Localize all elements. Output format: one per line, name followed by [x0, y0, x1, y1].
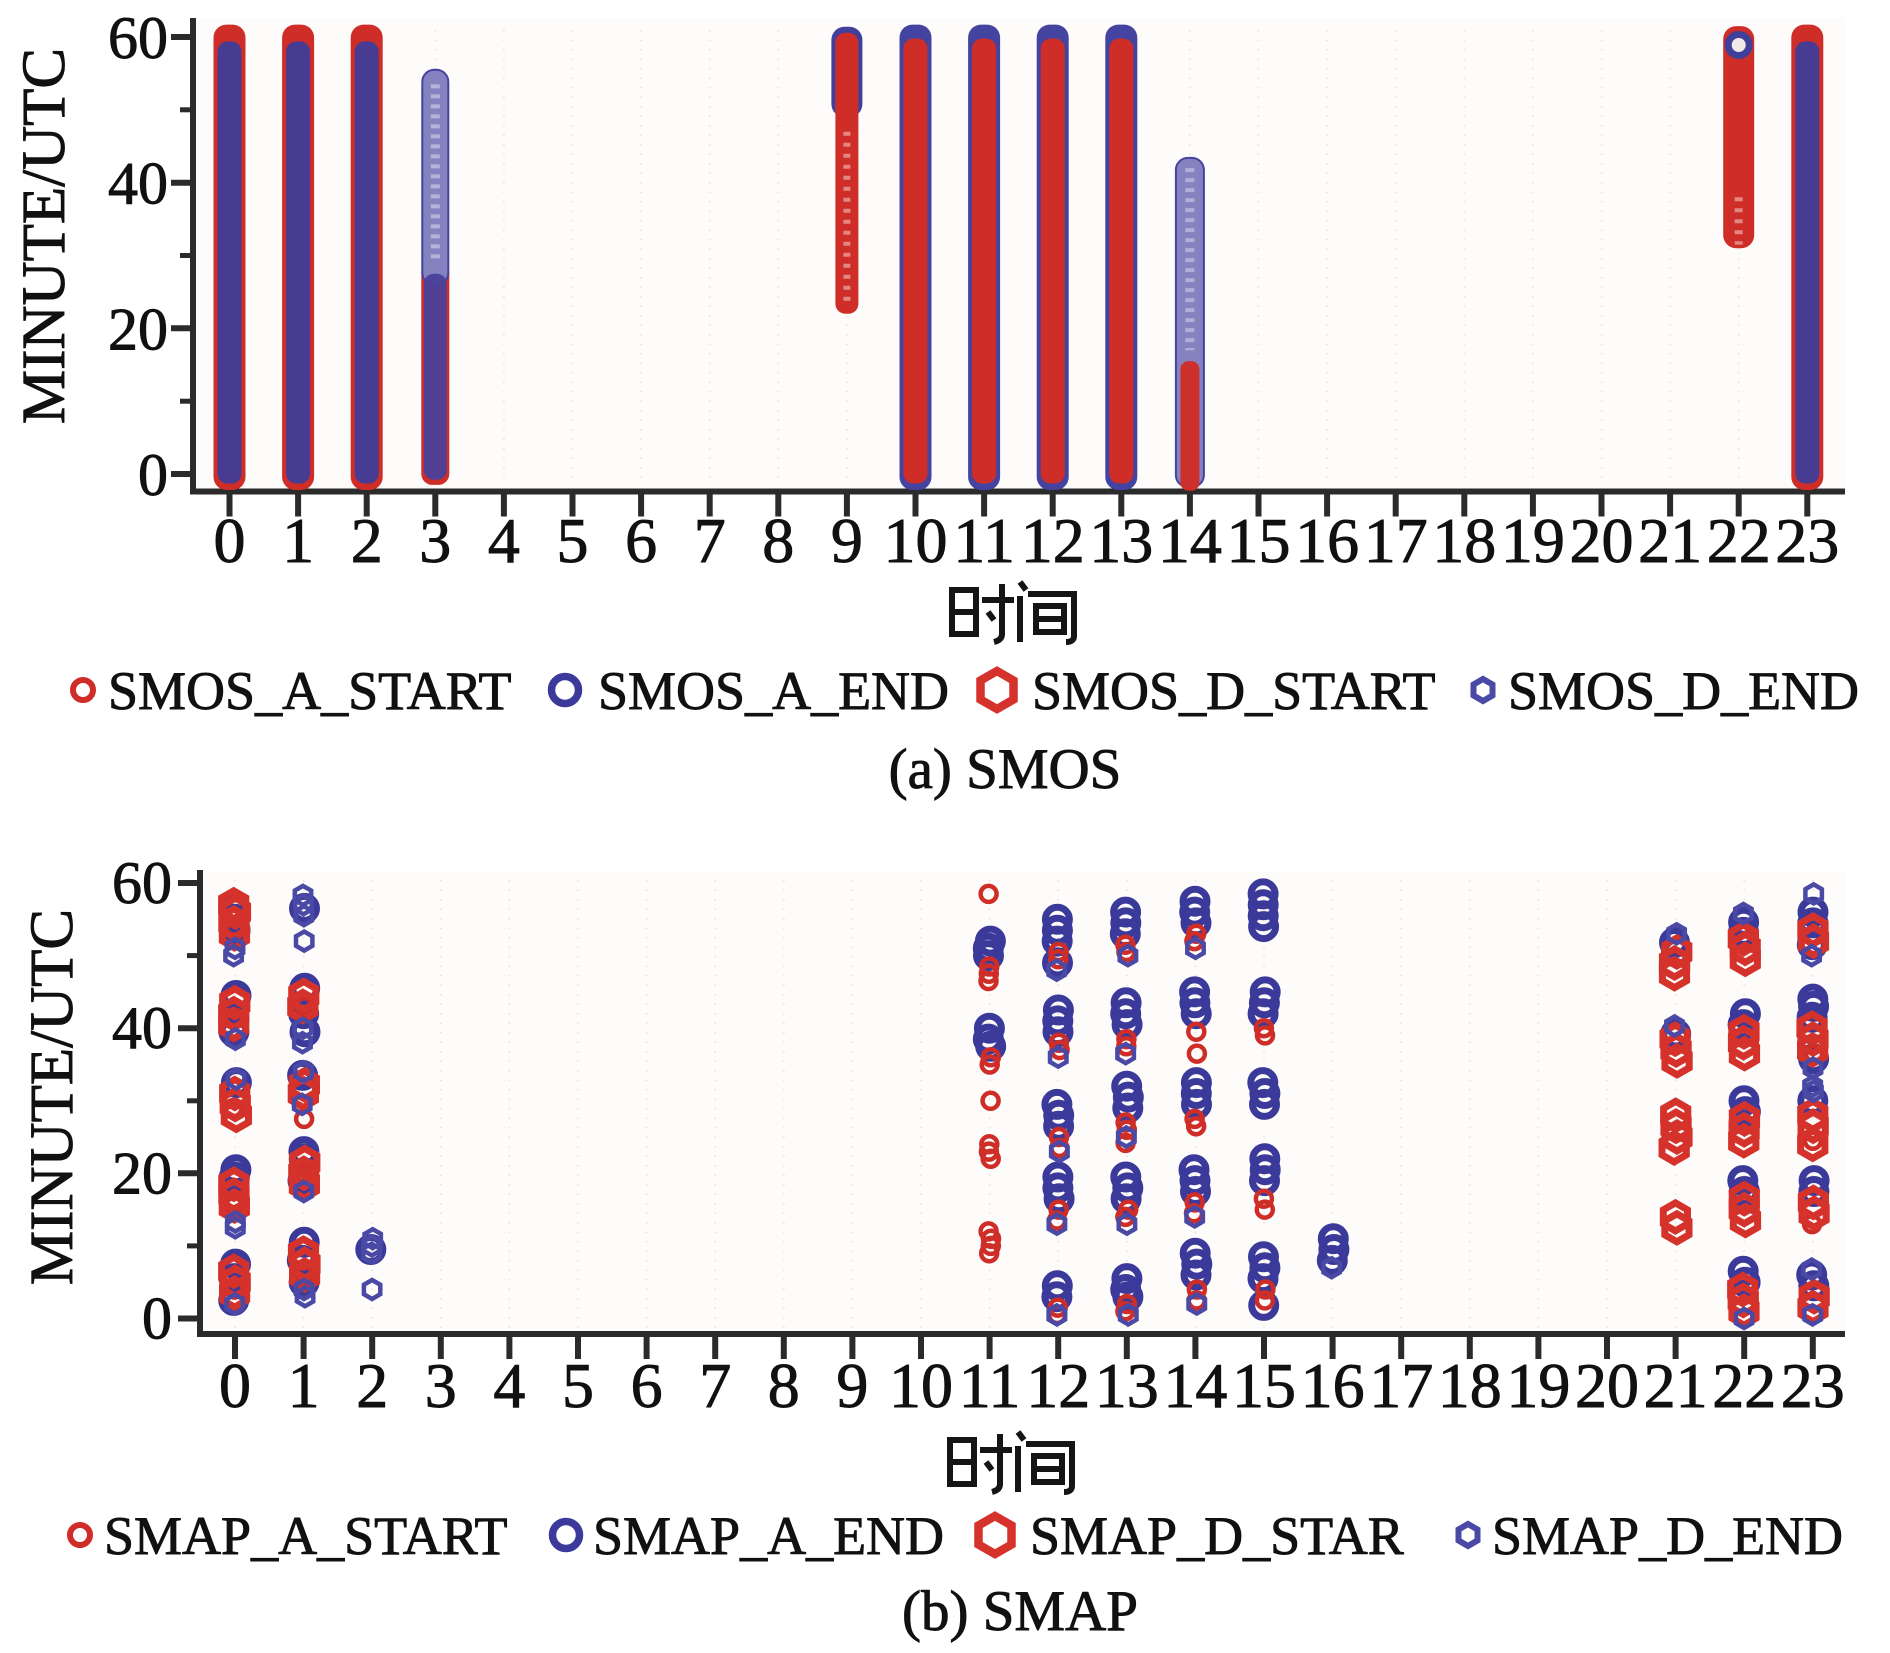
svg-text:13: 13: [1089, 505, 1153, 576]
svg-text:7: 7: [699, 1350, 731, 1421]
svg-text:7: 7: [694, 505, 726, 576]
svg-text:17: 17: [1369, 1350, 1433, 1421]
svg-text:3: 3: [425, 1350, 457, 1421]
svg-text:17: 17: [1364, 505, 1428, 576]
svg-text:(b) SMAP: (b) SMAP: [902, 1580, 1138, 1643]
svg-text:11: 11: [959, 1350, 1021, 1421]
svg-text:22: 22: [1707, 505, 1771, 576]
svg-text:4: 4: [493, 1350, 525, 1421]
svg-text:19: 19: [1501, 505, 1565, 576]
svg-text:6: 6: [625, 505, 657, 576]
svg-text:SMOS_D_START: SMOS_D_START: [1032, 661, 1436, 721]
svg-text:3: 3: [419, 505, 451, 576]
svg-text:9: 9: [836, 1350, 868, 1421]
svg-text:9: 9: [831, 505, 863, 576]
svg-text:18: 18: [1438, 1350, 1502, 1421]
svg-text:60: 60: [112, 850, 172, 916]
svg-text:SMOS_D_END: SMOS_D_END: [1508, 661, 1859, 721]
svg-text:40: 40: [108, 151, 168, 217]
svg-text:8: 8: [768, 1350, 800, 1421]
svg-text:18: 18: [1432, 505, 1496, 576]
svg-text:40: 40: [112, 995, 172, 1061]
svg-text:23: 23: [1775, 505, 1839, 576]
svg-text:1: 1: [288, 1350, 320, 1421]
svg-text:5: 5: [562, 1350, 594, 1421]
svg-text:16: 16: [1295, 505, 1359, 576]
svg-text:0: 0: [214, 505, 246, 576]
svg-text:SMOS_A_END: SMOS_A_END: [598, 661, 949, 721]
svg-text:21: 21: [1644, 1350, 1708, 1421]
svg-text:11: 11: [953, 505, 1015, 576]
svg-text:20: 20: [1570, 505, 1634, 576]
svg-text:2: 2: [351, 505, 383, 576]
svg-text:15: 15: [1232, 1350, 1296, 1421]
svg-text:15: 15: [1227, 505, 1291, 576]
svg-text:0: 0: [138, 442, 168, 508]
svg-text:SMOS_A_START: SMOS_A_START: [108, 661, 512, 721]
svg-text:MINUTE/UTC: MINUTE/UTC: [19, 909, 86, 1285]
svg-text:5: 5: [557, 505, 589, 576]
svg-text:20: 20: [1575, 1350, 1639, 1421]
svg-text:SMAP_A_END: SMAP_A_END: [593, 1506, 944, 1566]
svg-text:10: 10: [884, 505, 948, 576]
svg-text:SMAP_A_START: SMAP_A_START: [104, 1506, 508, 1566]
svg-text:2: 2: [356, 1350, 388, 1421]
svg-text:21: 21: [1638, 505, 1702, 576]
svg-text:20: 20: [108, 296, 168, 362]
svg-text:8: 8: [762, 505, 794, 576]
svg-text:4: 4: [488, 505, 520, 576]
svg-text:SMAP_D_END: SMAP_D_END: [1492, 1506, 1843, 1566]
svg-text:19: 19: [1506, 1350, 1570, 1421]
svg-text:16: 16: [1301, 1350, 1365, 1421]
svg-text:13: 13: [1095, 1350, 1159, 1421]
svg-text:60: 60: [108, 5, 168, 71]
svg-text:14: 14: [1163, 1350, 1227, 1421]
svg-text:12: 12: [1021, 505, 1085, 576]
svg-text:20: 20: [112, 1140, 172, 1206]
svg-text:1: 1: [282, 505, 314, 576]
svg-text:10: 10: [889, 1350, 953, 1421]
svg-text:0: 0: [219, 1350, 251, 1421]
svg-text:MINUTE/UTC: MINUTE/UTC: [11, 48, 78, 424]
svg-text:22: 22: [1712, 1350, 1776, 1421]
svg-text:6: 6: [631, 1350, 663, 1421]
svg-text:14: 14: [1158, 505, 1222, 576]
svg-text:0: 0: [142, 1286, 172, 1352]
svg-text:SMAP_D_STAR: SMAP_D_STAR: [1030, 1506, 1404, 1566]
svg-text:23: 23: [1781, 1350, 1845, 1421]
svg-text:12: 12: [1026, 1350, 1090, 1421]
svg-text:(a) SMOS: (a) SMOS: [889, 738, 1122, 801]
